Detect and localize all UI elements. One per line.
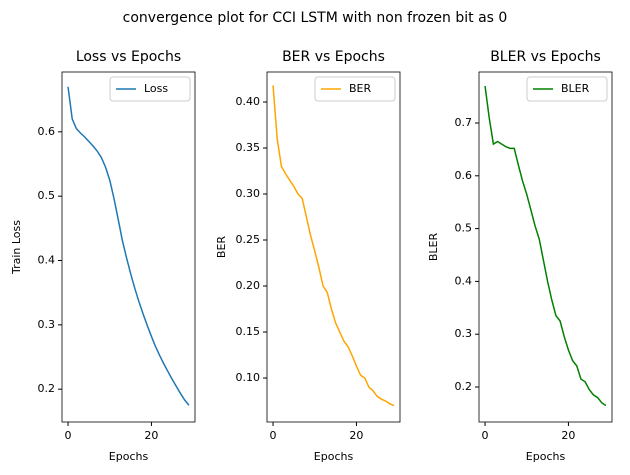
y-tick-label: 0.5 <box>38 189 56 202</box>
y-axis-label: Train Loss <box>10 220 23 275</box>
legend-label: Loss <box>144 82 168 95</box>
x-axis-label: Epochs <box>109 450 149 463</box>
y-axis-label: BLER <box>427 233 440 262</box>
y-tick-label: 0.6 <box>38 125 56 138</box>
y-tick-label: 0.3 <box>38 318 56 331</box>
y-tick-label: 0.25 <box>236 233 261 246</box>
line <box>272 85 395 407</box>
y-tick-label: 0.35 <box>236 141 261 154</box>
y-tick-label: 0.15 <box>236 325 261 338</box>
x-tick-label: 0 <box>482 429 489 442</box>
x-tick-label: 0 <box>65 429 72 442</box>
line <box>67 86 190 406</box>
y-tick-label: 0.4 <box>38 254 56 267</box>
y-tick-label: 0.2 <box>455 380 473 393</box>
y-tick-label: 0.20 <box>236 279 261 292</box>
plot-frame <box>266 71 401 423</box>
legend-label: BER <box>349 82 371 95</box>
y-tick-label: 0.4 <box>455 274 473 287</box>
x-tick-label: 20 <box>561 429 575 442</box>
x-tick-label: 20 <box>144 429 158 442</box>
subplot-title: Loss vs Epochs <box>76 49 181 65</box>
y-tick-label: 0.5 <box>455 222 473 235</box>
y-tick-label: 0.40 <box>236 95 261 108</box>
legend-box <box>314 76 396 102</box>
x-axis-label: Epochs <box>526 450 566 463</box>
y-tick-label: 0.7 <box>455 116 473 129</box>
legend-label: BLER <box>561 82 590 95</box>
y-tick-label: 0.3 <box>455 327 473 340</box>
plot-frame <box>61 71 196 423</box>
figure-title: convergence plot for CCI LSTM with non f… <box>123 10 508 26</box>
line <box>484 85 607 407</box>
y-axis-label: BER <box>215 236 228 258</box>
plot-frame <box>478 71 613 423</box>
x-tick-label: 0 <box>270 429 277 442</box>
x-tick-label: 20 <box>349 429 363 442</box>
y-tick-label: 0.6 <box>455 169 473 182</box>
legend-box <box>526 76 608 102</box>
y-tick-label: 0.10 <box>236 371 261 384</box>
legend-box <box>109 76 191 102</box>
subplot-title: BER vs Epochs <box>282 49 385 65</box>
y-tick-label: 0.30 <box>236 187 261 200</box>
y-tick-label: 0.2 <box>38 382 56 395</box>
subplot-title: BLER vs Epochs <box>490 49 601 65</box>
x-axis-label: Epochs <box>314 450 354 463</box>
